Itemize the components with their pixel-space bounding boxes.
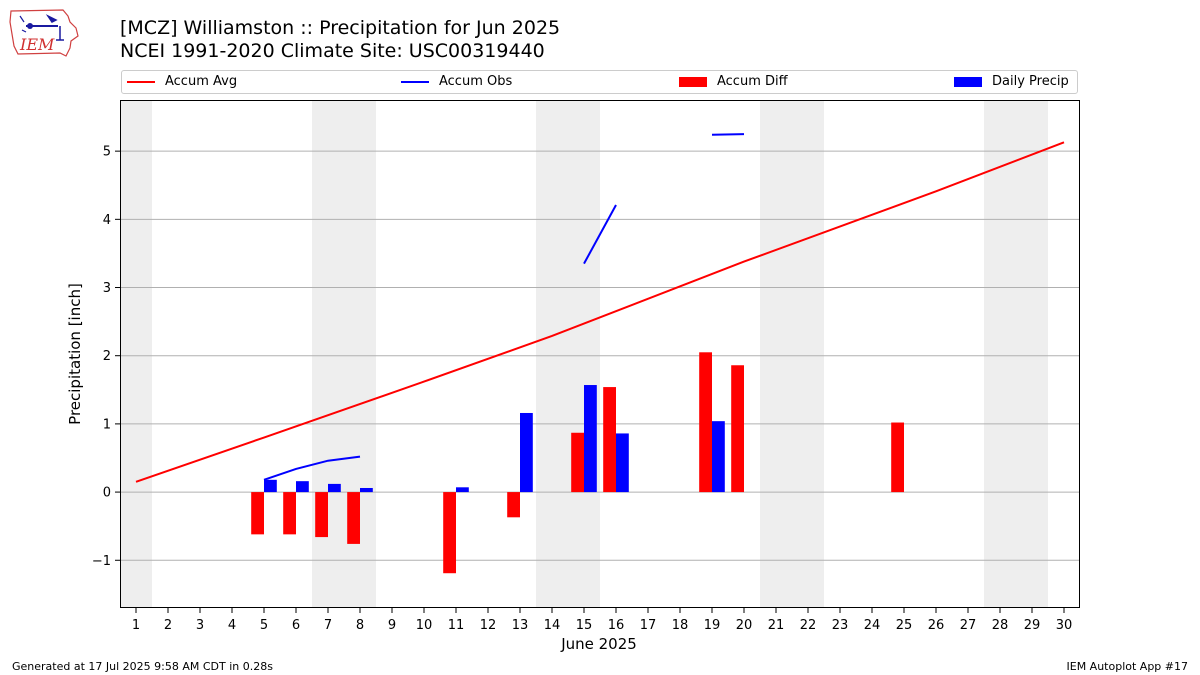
x-tick-label: 7 bbox=[324, 618, 332, 633]
iowa-outline-icon bbox=[9, 9, 79, 57]
x-tick-label: 28 bbox=[992, 618, 1009, 633]
y-tick-label: 5 bbox=[103, 145, 111, 160]
legend-label-accum-diff: Accum Diff bbox=[717, 74, 788, 89]
accum-diff-bar bbox=[347, 492, 360, 544]
y-tick-label: 3 bbox=[103, 281, 111, 296]
x-tick-label: 16 bbox=[608, 618, 625, 633]
legend-label-accum-avg: Accum Avg bbox=[165, 74, 238, 89]
accum-diff-bar bbox=[315, 492, 328, 538]
daily-precip-bar bbox=[520, 412, 533, 493]
chart-subtitle: NCEI 1991-2020 Climate Site: USC00319440 bbox=[120, 40, 545, 62]
daily-precip-bar bbox=[456, 487, 469, 493]
weekend-band bbox=[536, 100, 600, 608]
legend-swatch-accum-obs bbox=[401, 80, 429, 83]
x-tick-label: 8 bbox=[356, 618, 364, 633]
footer-generated: Generated at 17 Jul 2025 9:58 AM CDT in … bbox=[12, 660, 273, 673]
legend-label-daily-precip: Daily Precip bbox=[992, 74, 1069, 89]
x-axis: 1 2 3 4 5 6 7 8 9 10 11 12 13 14 15 16 17 18 19 20 21 22 23 24 2… bbox=[132, 608, 1072, 633]
legend-label-accum-obs: Accum Obs bbox=[439, 74, 513, 89]
y-tick-label: 1 bbox=[103, 417, 111, 432]
x-tick-label: 29 bbox=[1024, 618, 1041, 633]
accum-diff-bar bbox=[731, 365, 744, 493]
accum-diff-bar bbox=[507, 492, 520, 518]
x-tick-label: 12 bbox=[480, 618, 497, 633]
station-dot-icon bbox=[27, 23, 33, 29]
accum-diff-bar bbox=[251, 492, 264, 535]
daily-precip-bar bbox=[584, 385, 597, 493]
y-tick-label: 0 bbox=[103, 486, 111, 501]
daily-precip-bar bbox=[360, 487, 373, 493]
x-tick-label: 26 bbox=[928, 618, 945, 633]
accum-diff-bar bbox=[891, 422, 904, 493]
footer-app: IEM Autoplot App #17 bbox=[1066, 660, 1189, 673]
x-tick-label: 27 bbox=[960, 618, 977, 633]
y-axis-label: Precipitation [inch] bbox=[66, 283, 84, 425]
x-tick-label: 10 bbox=[416, 618, 433, 633]
x-tick-label: 30 bbox=[1056, 618, 1073, 633]
accum-diff-bar bbox=[283, 492, 296, 535]
x-tick-label: 20 bbox=[736, 618, 753, 633]
accum-avg-line bbox=[135, 141, 1065, 483]
accum-obs-line bbox=[583, 204, 617, 265]
legend-item-accum-diff: Accum Diff bbox=[679, 74, 788, 90]
legend-swatch-accum-avg bbox=[127, 80, 155, 83]
accum-diff-bar bbox=[571, 432, 584, 493]
bars bbox=[251, 352, 904, 574]
x-tick-label: 23 bbox=[832, 618, 849, 633]
y-gridlines bbox=[120, 150, 1080, 561]
weekend-shading bbox=[120, 100, 1048, 608]
chart-title: [MCZ] Williamston :: Precipitation for J… bbox=[120, 17, 561, 39]
x-axis-label: June 2025 bbox=[560, 635, 637, 653]
sensor-icon bbox=[19, 15, 27, 33]
daily-precip-bar bbox=[264, 479, 277, 493]
accum-obs-line bbox=[711, 133, 745, 136]
accum-obs-line bbox=[263, 455, 361, 481]
x-tick-label: 5 bbox=[260, 618, 268, 633]
x-tick-label: 11 bbox=[448, 618, 465, 633]
weekend-band bbox=[312, 100, 376, 608]
y-tick-label: 2 bbox=[103, 349, 111, 364]
y-axis: −1 0 1 2 3 4 5 bbox=[92, 145, 120, 569]
x-tick-label: 4 bbox=[228, 618, 236, 633]
legend-item-daily-precip: Daily Precip bbox=[954, 74, 1069, 90]
x-tick-label: 2 bbox=[164, 618, 172, 633]
legend-item-accum-obs: Accum Obs bbox=[401, 74, 512, 90]
wind-vane-icon bbox=[45, 14, 64, 41]
iem-logo: IEM bbox=[9, 9, 79, 57]
x-tick-label: 6 bbox=[292, 618, 300, 633]
daily-precip-bar bbox=[296, 481, 309, 493]
legend-item-accum-avg: Accum Avg bbox=[127, 74, 237, 90]
daily-precip-bar bbox=[616, 433, 629, 493]
x-tick-label: 13 bbox=[512, 618, 529, 633]
logo-text: IEM bbox=[19, 35, 55, 54]
x-tick-label: 24 bbox=[864, 618, 881, 633]
daily-precip-bar bbox=[712, 421, 725, 493]
y-tick-label: −1 bbox=[92, 554, 111, 569]
x-tick-label: 15 bbox=[576, 618, 593, 633]
accum-diff-bar bbox=[699, 352, 712, 493]
x-tick-label: 19 bbox=[704, 618, 721, 633]
x-tick-label: 21 bbox=[768, 618, 785, 633]
accum-diff-bar bbox=[603, 387, 616, 493]
y-tick-label: 4 bbox=[103, 213, 111, 228]
accum-diff-bar bbox=[443, 492, 456, 574]
weekend-band bbox=[760, 100, 824, 608]
x-tick-label: 14 bbox=[544, 618, 561, 633]
weekend-band bbox=[120, 100, 152, 608]
x-tick-label: 9 bbox=[388, 618, 396, 633]
daily-precip-bar bbox=[328, 483, 341, 493]
legend: Accum Avg Accum Obs Accum Diff Daily Pre… bbox=[121, 70, 1078, 94]
x-tick-label: 17 bbox=[640, 618, 657, 633]
lines bbox=[135, 133, 1065, 483]
x-tick-label: 25 bbox=[896, 618, 913, 633]
weekend-band bbox=[984, 100, 1048, 608]
x-tick-label: 1 bbox=[132, 618, 140, 633]
legend-swatch-accum-diff bbox=[679, 76, 707, 87]
x-tick-label: 22 bbox=[800, 618, 817, 633]
x-tick-label: 3 bbox=[196, 618, 204, 633]
x-tick-label: 18 bbox=[672, 618, 689, 633]
legend-swatch-daily-precip bbox=[954, 76, 982, 87]
plot-frame bbox=[120, 100, 1080, 608]
